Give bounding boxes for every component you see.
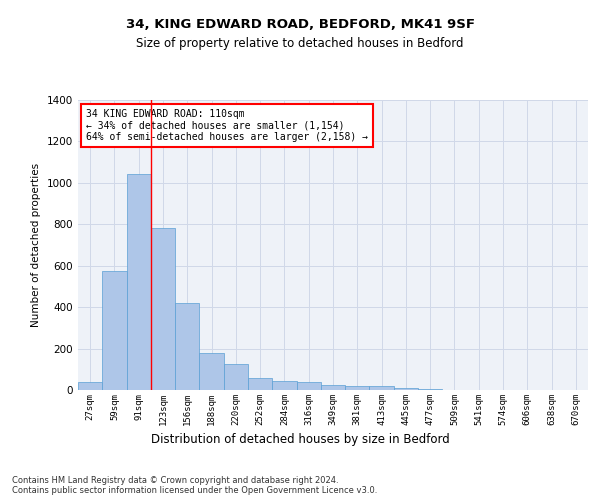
- Bar: [296, 382, 321, 390]
- Bar: [370, 386, 394, 390]
- Bar: [78, 382, 102, 390]
- Text: 34 KING EDWARD ROAD: 110sqm
← 34% of detached houses are smaller (1,154)
64% of : 34 KING EDWARD ROAD: 110sqm ← 34% of det…: [86, 108, 368, 142]
- Bar: [175, 303, 199, 390]
- Y-axis label: Number of detached properties: Number of detached properties: [31, 163, 41, 327]
- Text: Contains HM Land Registry data © Crown copyright and database right 2024.
Contai: Contains HM Land Registry data © Crown c…: [12, 476, 377, 495]
- Bar: [394, 388, 418, 390]
- Text: 34, KING EDWARD ROAD, BEDFORD, MK41 9SF: 34, KING EDWARD ROAD, BEDFORD, MK41 9SF: [125, 18, 475, 30]
- Bar: [224, 364, 248, 390]
- Bar: [199, 352, 224, 390]
- Bar: [127, 174, 151, 390]
- Bar: [248, 378, 272, 390]
- Bar: [272, 380, 296, 390]
- Bar: [321, 385, 345, 390]
- Bar: [418, 389, 442, 390]
- Text: Distribution of detached houses by size in Bedford: Distribution of detached houses by size …: [151, 432, 449, 446]
- Bar: [345, 386, 370, 390]
- Bar: [151, 228, 175, 390]
- Text: Size of property relative to detached houses in Bedford: Size of property relative to detached ho…: [136, 38, 464, 51]
- Bar: [102, 271, 127, 390]
